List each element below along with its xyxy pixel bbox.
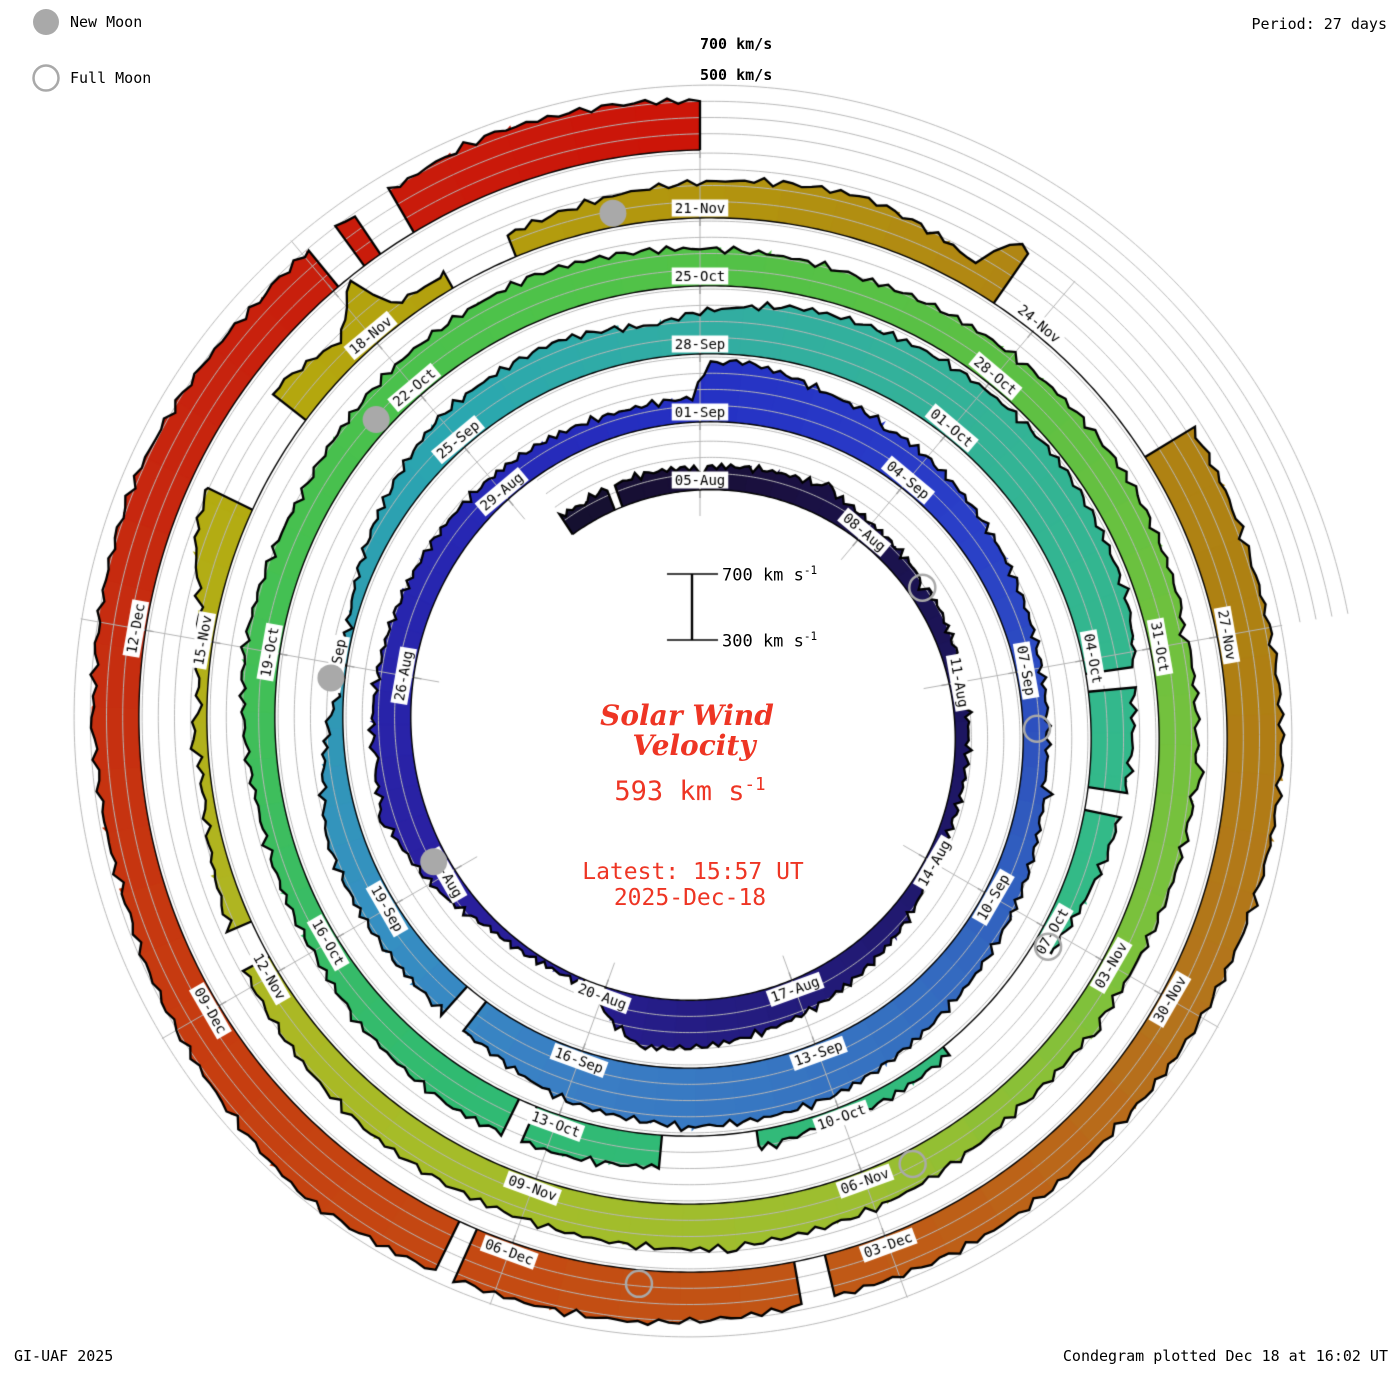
chart-title-line1: Solar Wind bbox=[600, 699, 774, 732]
scalebar-top-label: 700 km s-1 bbox=[722, 564, 818, 586]
credit-right: Condegram plotted Dec 18 at 16:02 UT bbox=[1062, 1347, 1388, 1365]
latest-time-label: Latest: 15:57 UT bbox=[582, 859, 804, 885]
credit-left: GI-UAF 2025 bbox=[14, 1347, 114, 1365]
full-moon-label: Full Moon bbox=[70, 69, 152, 87]
period-label: Period: 27 days bbox=[1251, 15, 1387, 33]
gridline-700-label: 700 km/s bbox=[700, 35, 773, 53]
gridline-500-label: 500 km/s bbox=[700, 66, 773, 84]
moon-legend-icons bbox=[32, 9, 60, 92]
chart-title-line2: Velocity bbox=[632, 729, 756, 762]
scalebar-bottom-label: 300 km s-1 bbox=[722, 630, 818, 652]
new-moon-label: New Moon bbox=[70, 13, 143, 31]
latest-date-label: 2025-Dec-18 bbox=[613, 885, 767, 911]
full-moon-icon bbox=[32, 64, 60, 92]
new-moon-icon bbox=[33, 9, 59, 35]
latest-velocity-value: 593 km s-1 bbox=[614, 775, 766, 807]
